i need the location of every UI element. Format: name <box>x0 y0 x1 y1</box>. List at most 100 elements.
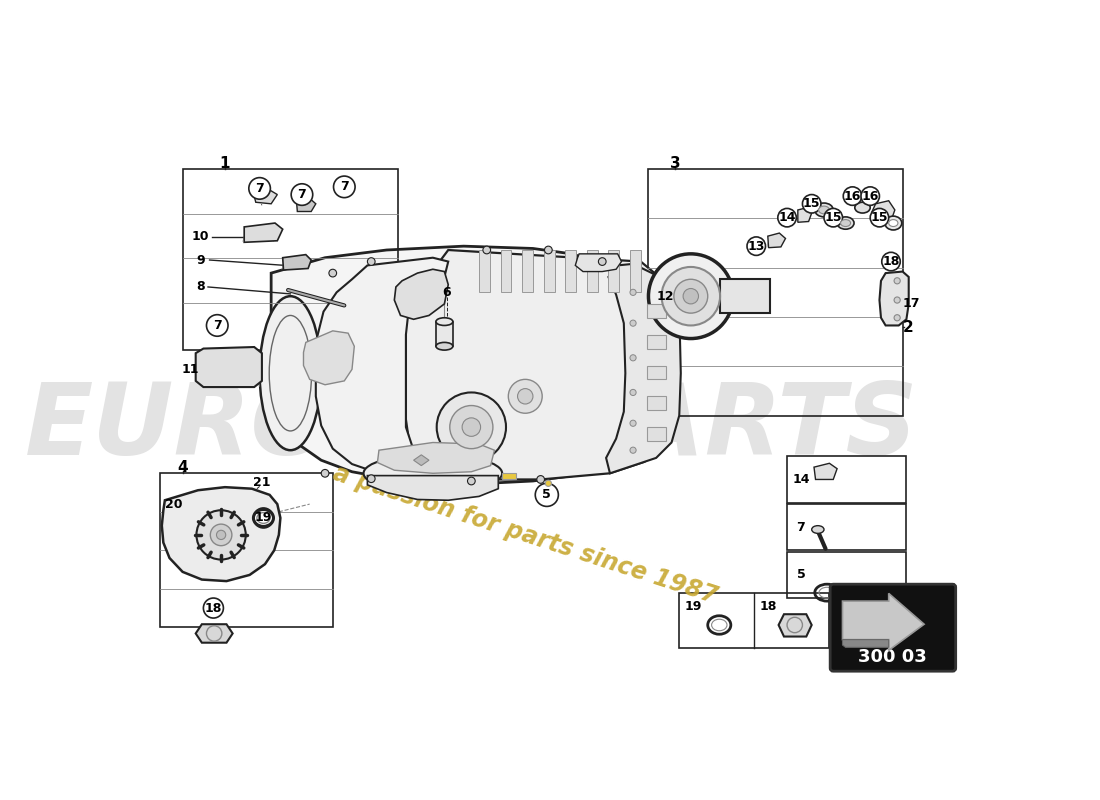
Circle shape <box>544 246 552 254</box>
Circle shape <box>630 320 636 326</box>
Circle shape <box>674 279 707 313</box>
Text: 18: 18 <box>205 602 222 614</box>
Circle shape <box>468 477 475 485</box>
Bar <box>647 396 667 410</box>
Circle shape <box>249 178 271 199</box>
Polygon shape <box>843 640 889 647</box>
Polygon shape <box>162 487 280 581</box>
Circle shape <box>197 510 245 559</box>
Polygon shape <box>377 442 495 474</box>
Bar <box>630 250 640 292</box>
Bar <box>587 250 597 292</box>
Text: 17: 17 <box>903 298 921 310</box>
Text: 300 03: 300 03 <box>858 648 927 666</box>
Polygon shape <box>406 250 671 479</box>
Text: 12: 12 <box>657 290 674 302</box>
Ellipse shape <box>436 342 453 350</box>
Text: 18: 18 <box>882 255 900 268</box>
Bar <box>647 427 667 441</box>
Ellipse shape <box>889 219 898 226</box>
Text: 7: 7 <box>340 180 349 194</box>
Circle shape <box>778 209 796 227</box>
Circle shape <box>217 530 226 539</box>
Circle shape <box>536 483 559 506</box>
Polygon shape <box>871 201 895 222</box>
Ellipse shape <box>818 206 829 214</box>
Text: 6: 6 <box>442 286 451 299</box>
Polygon shape <box>395 270 449 319</box>
Circle shape <box>630 447 636 454</box>
FancyBboxPatch shape <box>830 584 956 671</box>
Circle shape <box>683 289 698 304</box>
Ellipse shape <box>840 219 850 226</box>
Bar <box>788 552 906 598</box>
Polygon shape <box>798 208 812 222</box>
Text: 13: 13 <box>748 240 764 253</box>
Text: a passion for parts since 1987: a passion for parts since 1987 <box>330 462 720 609</box>
Circle shape <box>367 258 375 266</box>
Text: 19: 19 <box>684 600 702 613</box>
Text: 14: 14 <box>792 473 810 486</box>
Polygon shape <box>814 463 837 479</box>
Circle shape <box>329 270 337 277</box>
Circle shape <box>649 254 734 338</box>
Circle shape <box>894 297 900 303</box>
Circle shape <box>824 209 843 227</box>
Polygon shape <box>254 190 277 204</box>
Circle shape <box>437 393 506 462</box>
Circle shape <box>844 187 861 206</box>
Polygon shape <box>196 624 233 642</box>
Polygon shape <box>244 223 283 242</box>
Polygon shape <box>367 476 498 500</box>
Text: 21: 21 <box>253 476 271 489</box>
Text: 9: 9 <box>196 254 205 266</box>
Bar <box>522 250 534 292</box>
Text: 2: 2 <box>903 319 913 334</box>
Bar <box>436 322 453 346</box>
Bar <box>649 169 902 415</box>
Text: 10: 10 <box>191 230 209 243</box>
Text: 3: 3 <box>670 156 681 171</box>
Ellipse shape <box>855 202 870 213</box>
Circle shape <box>630 290 636 295</box>
Bar <box>720 279 770 313</box>
Bar <box>160 474 332 627</box>
Text: 1: 1 <box>220 156 230 171</box>
Ellipse shape <box>260 296 321 450</box>
Text: 5: 5 <box>542 488 551 502</box>
Circle shape <box>210 524 232 546</box>
Polygon shape <box>880 271 909 326</box>
Bar <box>647 366 667 379</box>
Text: EUROCARPARTS: EUROCARPARTS <box>24 378 918 475</box>
Ellipse shape <box>436 318 453 326</box>
Circle shape <box>450 406 493 449</box>
Circle shape <box>367 475 375 482</box>
Polygon shape <box>575 254 622 271</box>
Text: 7: 7 <box>298 188 306 201</box>
Polygon shape <box>271 246 668 483</box>
Polygon shape <box>414 455 429 466</box>
Ellipse shape <box>815 203 834 217</box>
Bar <box>788 456 906 502</box>
Text: 15: 15 <box>825 211 842 224</box>
Bar <box>565 250 576 292</box>
Ellipse shape <box>837 217 854 230</box>
Circle shape <box>537 476 544 483</box>
Bar <box>183 169 398 350</box>
Text: 14: 14 <box>779 211 795 224</box>
Text: 16: 16 <box>844 190 861 202</box>
Bar <box>608 250 619 292</box>
Polygon shape <box>768 233 785 248</box>
Polygon shape <box>196 347 262 387</box>
Bar <box>500 250 512 292</box>
Text: 16: 16 <box>861 190 879 202</box>
Circle shape <box>462 418 481 436</box>
Circle shape <box>546 480 551 486</box>
Circle shape <box>894 278 900 284</box>
Circle shape <box>802 194 821 213</box>
Bar <box>788 504 906 550</box>
Bar <box>543 250 554 292</box>
Polygon shape <box>843 594 924 650</box>
Text: 7: 7 <box>213 319 221 332</box>
Circle shape <box>207 314 228 336</box>
